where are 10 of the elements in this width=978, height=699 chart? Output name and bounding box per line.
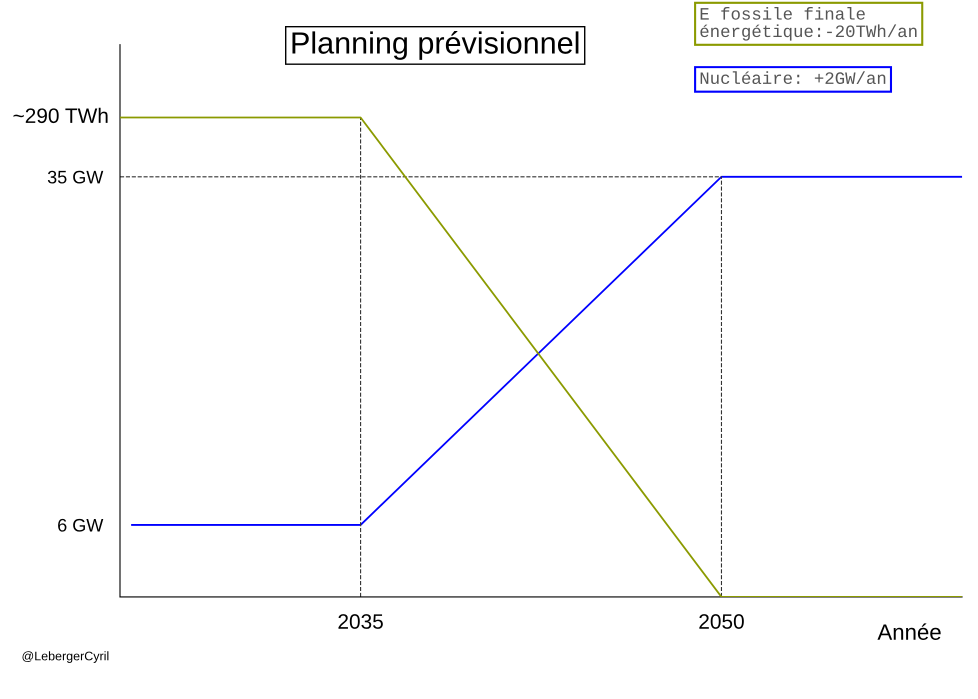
data-label: ~290 TWh <box>14 108 108 124</box>
x-tick-label: 2035 <box>338 614 383 629</box>
text: @LebergerCyril <box>22 651 108 663</box>
y-tick-label: 35 GW <box>48 170 104 184</box>
x-axis-title: Année <box>877 623 941 640</box>
text: Nucléaire: +2GW/an <box>700 71 886 84</box>
chart-title: Planning prévisionnel <box>292 31 578 60</box>
x-tick-label: 2050 <box>699 614 744 629</box>
text: E fossile finale énergétique:-20TWh/an <box>700 6 917 41</box>
y-tick-label: 6 GW <box>58 518 104 532</box>
